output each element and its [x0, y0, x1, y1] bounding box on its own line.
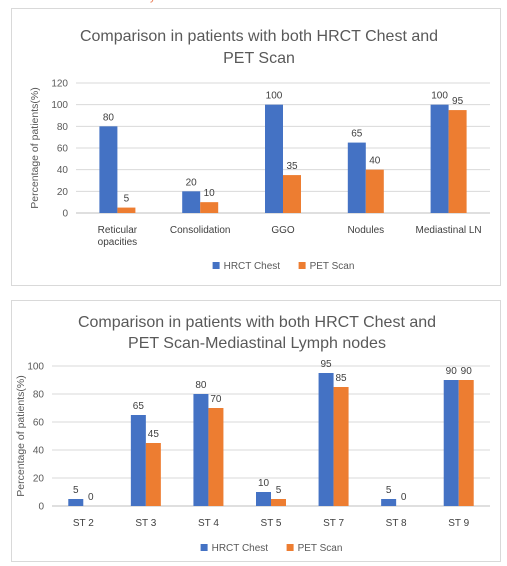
- x-category-label: opacities: [98, 237, 137, 248]
- bar-pet-consolidation: [200, 202, 219, 213]
- x-category-label: ST 3: [135, 518, 156, 529]
- chart-title-line: Comparison in patients with both HRCT Ch…: [78, 314, 436, 331]
- y-tick-label: 60: [33, 418, 45, 429]
- y-tick-label: 100: [51, 100, 68, 111]
- data-label-hrct-ggo: 100: [266, 91, 283, 102]
- bar-pet-st-7: [333, 387, 349, 506]
- bar-pet-st-5: [271, 499, 286, 506]
- legend-label-hrct: HRCT Chest: [212, 543, 269, 554]
- data-label-pet-mediastinal-ln: 95: [452, 96, 464, 107]
- chart-panel-mediastinal-lymph-nodes: Comparison in patients with both HRCT Ch…: [11, 300, 501, 562]
- y-tick-label: 60: [57, 144, 69, 155]
- x-category-label: ST 2: [73, 518, 94, 529]
- bar-hrct-st-9: [443, 380, 459, 506]
- y-axis-title: Percentage of patients(%): [29, 87, 41, 208]
- x-category-label: ST 7: [323, 518, 344, 529]
- bar-hrct-st-3: [130, 415, 146, 506]
- data-label-pet-st-5: 5: [276, 485, 282, 496]
- y-tick-label: 80: [33, 390, 45, 401]
- chart-title-line: PET Scan: [223, 50, 295, 67]
- bar-pet-st-9: [458, 380, 474, 506]
- y-tick-label: 80: [57, 122, 69, 133]
- legend-swatch-hrct: [212, 262, 220, 269]
- chart-panel-hrct-vs-pet: Comparison in patients with both HRCT Ch…: [11, 8, 501, 286]
- data-label-hrct-st-5: 10: [258, 478, 270, 489]
- data-label-pet-st-9: 90: [461, 366, 473, 377]
- data-label-hrct-consolidation: 20: [186, 177, 198, 188]
- data-label-hrct-st-2: 5: [73, 485, 79, 496]
- bar-hrct-reticular-opacities: [99, 126, 118, 213]
- x-category-label: ST 8: [386, 518, 407, 529]
- legend-swatch-hrct: [200, 544, 208, 551]
- cropped-caption-fragment: y ... ... ...: [0, 0, 507, 6]
- y-tick-label: 100: [27, 362, 44, 373]
- y-tick-label: 20: [57, 187, 69, 198]
- data-label-pet-nodules: 40: [369, 156, 381, 167]
- bar-pet-mediastinal-ln: [448, 110, 467, 213]
- bar-hrct-st-8: [381, 499, 397, 506]
- x-category-label: Mediastinal LN: [416, 225, 482, 236]
- y-tick-label: 40: [33, 446, 45, 457]
- bar-hrct-st-7: [318, 373, 334, 506]
- data-label-hrct-st-3: 65: [133, 401, 145, 412]
- x-category-label: ST 9: [448, 518, 469, 529]
- x-category-label: Reticular: [98, 225, 138, 236]
- bar-pet-st-3: [145, 443, 161, 506]
- data-label-pet-st-7: 85: [336, 373, 348, 384]
- data-label-hrct-st-7: 95: [321, 359, 333, 370]
- data-label-pet-reticular-opacities: 5: [124, 194, 130, 205]
- bar-hrct-consolidation: [182, 191, 201, 213]
- legend-label-hrct: HRCT Chest: [224, 261, 281, 272]
- x-category-label: Consolidation: [170, 225, 231, 236]
- y-tick-label: 40: [57, 165, 69, 176]
- data-label-pet-st-4: 70: [210, 394, 222, 405]
- data-label-pet-st-2: 0: [88, 492, 94, 503]
- data-label-hrct-nodules: 65: [351, 129, 363, 140]
- data-label-hrct-reticular-opacities: 80: [103, 112, 115, 123]
- bar-hrct-nodules: [347, 142, 366, 213]
- data-label-pet-st-3: 45: [148, 429, 160, 440]
- bar-chart-findings: Comparison in patients with both HRCT Ch…: [29, 28, 490, 272]
- x-category-label: ST 4: [198, 518, 219, 529]
- y-axis-title: Percentage of patients(%): [15, 375, 27, 496]
- bar-pet-st-4: [208, 408, 224, 506]
- legend-label-pet: PET Scan: [298, 543, 343, 554]
- legend-label-pet: PET Scan: [310, 261, 355, 272]
- y-tick-label: 0: [38, 502, 44, 513]
- y-tick-label: 20: [33, 474, 45, 485]
- legend-swatch-pet: [298, 262, 306, 269]
- bar-hrct-mediastinal-ln: [430, 104, 449, 213]
- bar-chart-lymph-node-stations: Comparison in patients with both HRCT Ch…: [15, 314, 490, 554]
- chart-title-line: PET Scan-Mediastinal Lymph nodes: [128, 335, 386, 352]
- bar-hrct-st-2: [68, 499, 84, 506]
- bar-pet-nodules: [365, 169, 384, 213]
- data-label-pet-ggo: 35: [286, 161, 298, 172]
- y-tick-label: 120: [51, 79, 68, 90]
- bar-pet-reticular-opacities: [117, 207, 136, 213]
- data-label-pet-consolidation: 10: [204, 188, 216, 199]
- x-category-label: GGO: [271, 225, 295, 236]
- x-category-label: ST 5: [261, 518, 282, 529]
- data-label-pet-st-8: 0: [401, 492, 407, 503]
- data-label-hrct-st-4: 80: [195, 380, 207, 391]
- data-label-hrct-mediastinal-ln: 100: [431, 91, 448, 102]
- x-category-label: Nodules: [347, 225, 384, 236]
- y-tick-label: 0: [62, 209, 68, 220]
- chart-title-line: Comparison in patients with both HRCT Ch…: [80, 28, 438, 45]
- data-label-hrct-st-8: 5: [386, 485, 392, 496]
- bar-pet-ggo: [283, 175, 301, 213]
- bar-hrct-st-4: [193, 394, 209, 506]
- bar-hrct-st-5: [256, 492, 271, 506]
- bar-hrct-ggo: [265, 104, 283, 213]
- legend-swatch-pet: [286, 544, 294, 551]
- data-label-hrct-st-9: 90: [446, 366, 458, 377]
